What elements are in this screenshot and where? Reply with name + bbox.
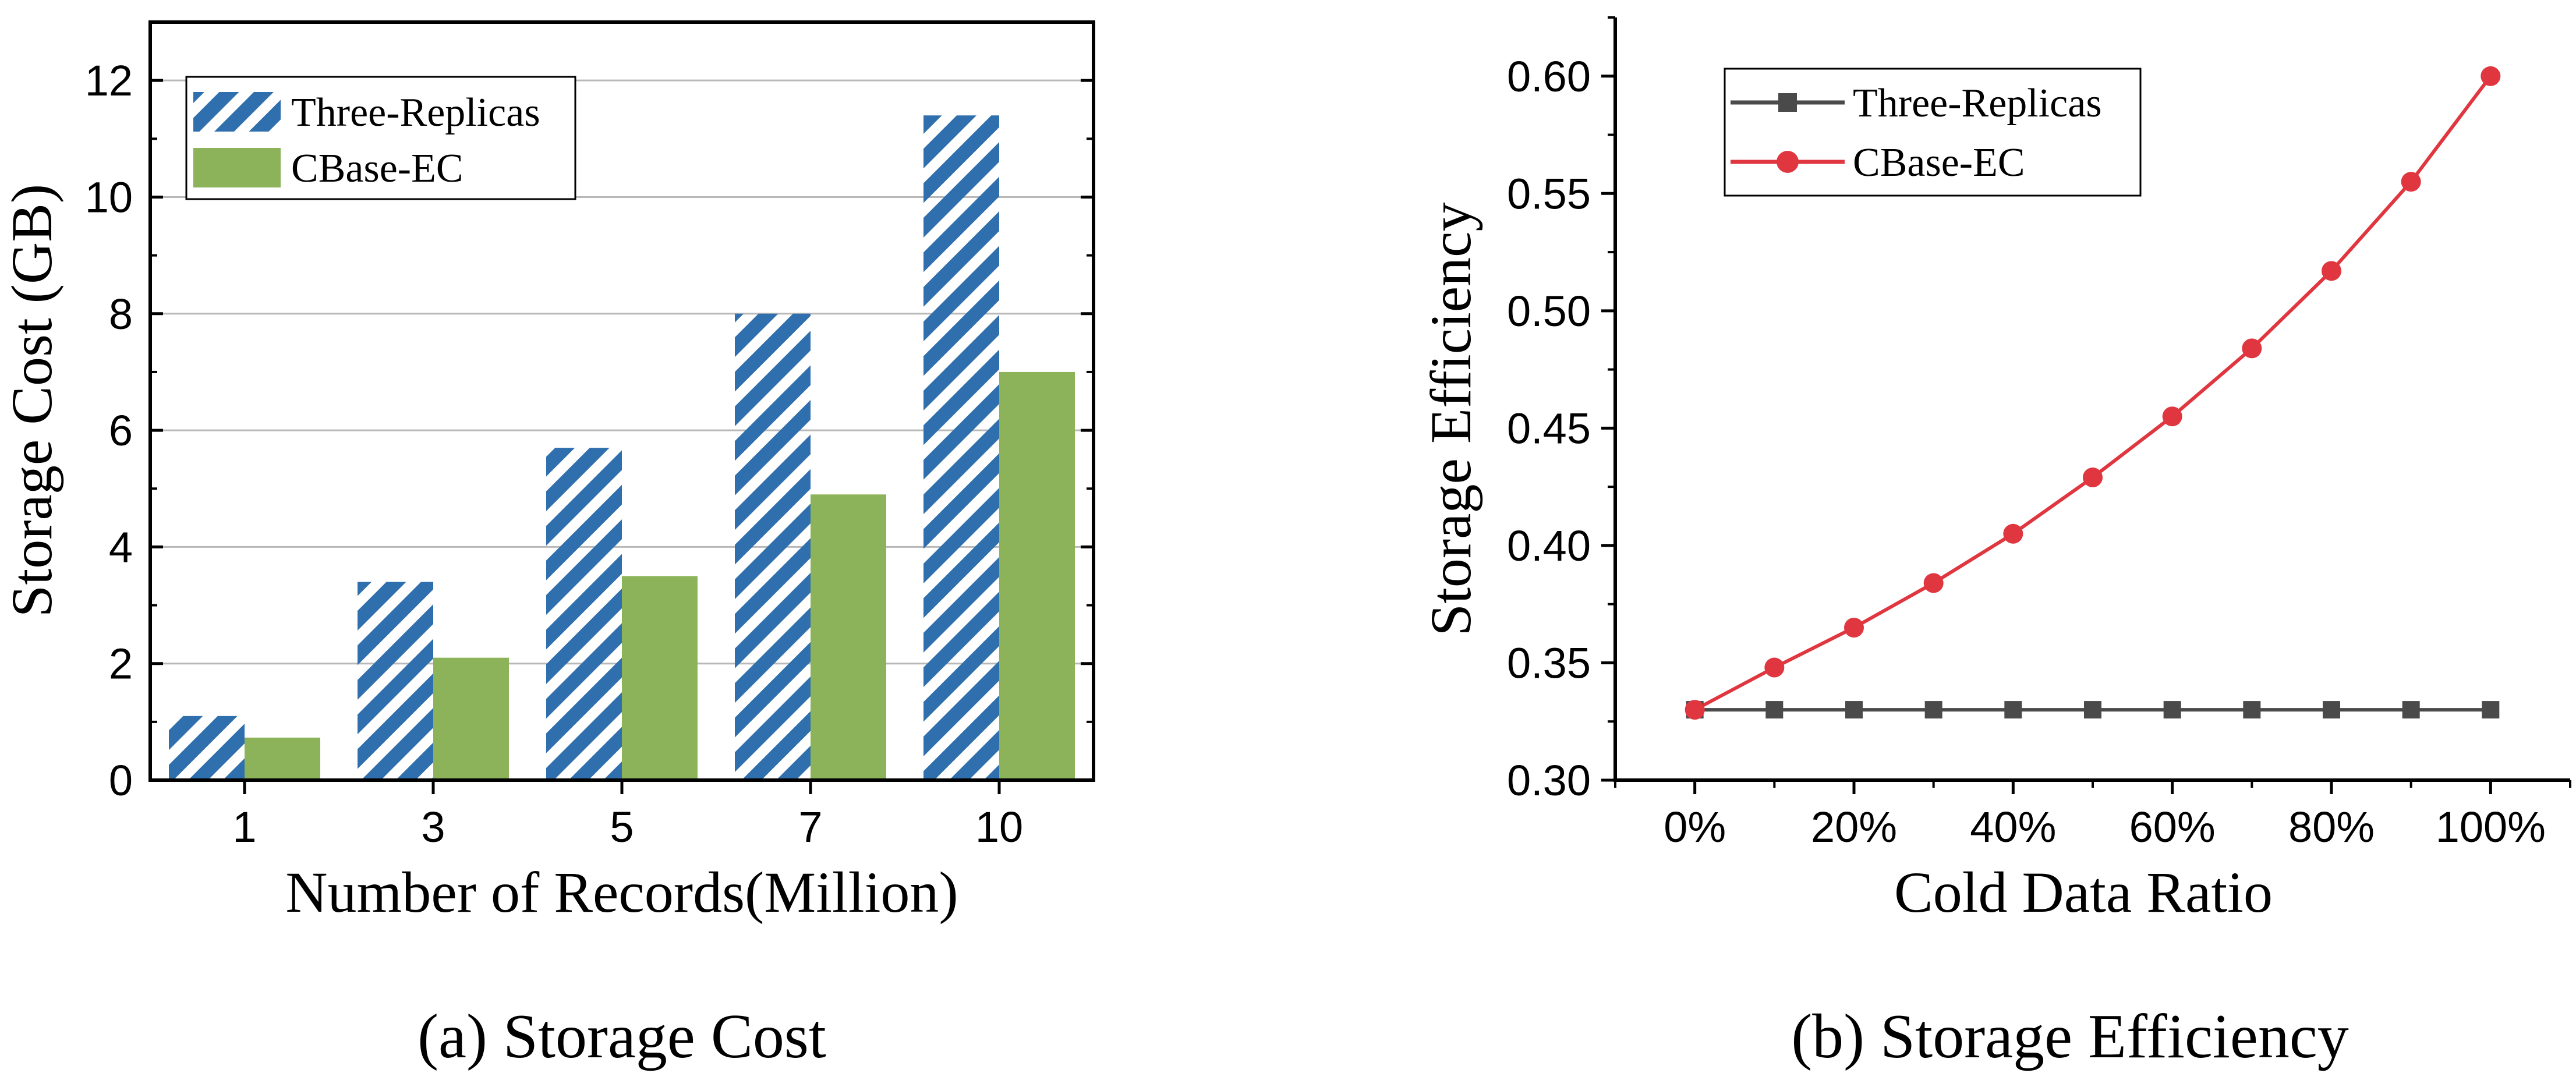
point-three-replicas <box>1845 701 1863 719</box>
legend: Three-Replicas CBase-EC <box>185 76 576 200</box>
y-tick-label: 0.35 <box>1507 639 1591 687</box>
y-tick-label: 6 <box>109 406 133 455</box>
storage-cost-chart: 0 2 4 6 8 10 12 1 3 5 7 10 Storage Cost (GB) Numbe… <box>0 20 1095 1071</box>
legend-swatch-cbase-ec <box>193 148 281 187</box>
bar-cbase-ec-1 <box>245 737 320 780</box>
y-axis-title: Storage Efficiency <box>1418 202 1483 636</box>
y-tick-label: 0.55 <box>1507 169 1591 218</box>
x-axis-ticks: 0% 20% 40% 60% 80% 100% <box>1614 780 2571 851</box>
point-three-replicas <box>2323 701 2340 719</box>
point-three-replicas <box>1765 701 1784 719</box>
x-axis-ticks: 1 3 5 7 10 <box>232 780 1023 851</box>
x-tick-label: 5 <box>610 803 634 851</box>
y-axis-title: Storage Cost (GB) <box>0 184 64 617</box>
y-tick-label: 0 <box>109 756 133 805</box>
point-cbase-ec <box>2162 406 2182 427</box>
x-tick-label: 60% <box>2129 803 2216 851</box>
point-three-replicas <box>2163 701 2181 719</box>
y-tick-label: 12 <box>85 56 133 105</box>
bar-cbase-ec-5 <box>622 576 698 780</box>
legend-label-three-replicas: Three-Replicas <box>1853 81 2102 126</box>
point-cbase-ec <box>2083 468 2103 488</box>
point-three-replicas <box>1924 701 1942 719</box>
series-lines <box>1685 66 2501 720</box>
point-cbase-ec <box>1685 700 1705 720</box>
point-cbase-ec <box>2003 523 2023 544</box>
legend-box <box>1724 68 2142 197</box>
bar-three-replicas-1 <box>169 716 245 780</box>
x-tick-label: 40% <box>1970 803 2056 851</box>
bar-three-replicas-3 <box>358 582 433 780</box>
point-cbase-ec <box>1844 618 1864 638</box>
y-tick-label: 0.50 <box>1507 287 1591 335</box>
y-axis-ticks: 0 2 4 6 8 10 12 <box>85 56 1094 805</box>
point-cbase-ec <box>2401 172 2421 192</box>
bar-cbase-ec-3 <box>433 657 509 780</box>
bar-cbase-ec-7 <box>811 494 886 780</box>
x-axis-title: Number of Records(Million) <box>285 860 958 925</box>
caption-b: (b) Storage Efficiency <box>1791 1002 2349 1071</box>
point-cbase-ec <box>2481 66 2501 86</box>
y-tick-label: 2 <box>109 640 133 688</box>
legend-label-three-replicas: Three-Replicas <box>291 90 540 135</box>
legend-label-cbase-ec: CBase-EC <box>291 146 463 191</box>
y-tick-label: 10 <box>85 173 133 221</box>
point-three-replicas <box>2482 701 2500 719</box>
y-tick-label: 0.30 <box>1507 756 1591 805</box>
point-cbase-ec <box>2242 338 2262 359</box>
x-tick-label: 0% <box>1664 803 1726 851</box>
caption-a: (a) Storage Cost <box>417 1002 826 1071</box>
bar-three-replicas-5 <box>546 448 622 780</box>
x-tick-label: 100% <box>2436 803 2546 851</box>
y-tick-label: 0.60 <box>1507 52 1591 101</box>
legend-swatch-three-replicas <box>193 92 281 132</box>
x-tick-label: 3 <box>421 803 445 851</box>
y-tick-label: 4 <box>109 523 133 571</box>
bar-three-replicas-7 <box>735 313 811 780</box>
point-three-replicas <box>2243 701 2261 719</box>
legend-marker-three-replicas <box>1778 93 1797 112</box>
bar-group <box>169 115 1075 781</box>
point-cbase-ec <box>1923 573 1944 593</box>
point-three-replicas <box>2402 701 2420 719</box>
x-tick-label: 10 <box>975 803 1023 851</box>
y-axis-ticks: 0.30 0.35 0.40 0.45 0.50 0.55 0.60 <box>1507 16 1615 805</box>
x-tick-label: 7 <box>798 803 822 851</box>
legend-marker-cbase-ec <box>1777 151 1799 173</box>
storage-efficiency-chart: 0.30 0.35 0.40 0.45 0.50 0.55 0.60 0% 20% 40% 60%… <box>1418 16 2571 1071</box>
y-tick-label: 0.40 <box>1507 522 1591 570</box>
x-tick-label: 80% <box>2288 803 2375 851</box>
bar-three-replicas-10 <box>923 115 999 781</box>
legend: Three-Replicas CBase-EC <box>1724 68 2142 197</box>
x-axis-title: Cold Data Ratio <box>1894 860 2273 925</box>
point-cbase-ec <box>2322 261 2341 281</box>
legend-label-cbase-ec: CBase-EC <box>1853 140 2025 185</box>
x-tick-label: 1 <box>232 803 256 851</box>
x-tick-label: 20% <box>1811 803 1897 851</box>
y-tick-label: 8 <box>109 290 133 338</box>
point-cbase-ec <box>1764 657 1785 678</box>
bar-cbase-ec-10 <box>999 371 1075 780</box>
y-tick-label: 0.45 <box>1507 404 1591 452</box>
point-three-replicas <box>2004 701 2022 719</box>
point-three-replicas <box>2084 701 2101 719</box>
